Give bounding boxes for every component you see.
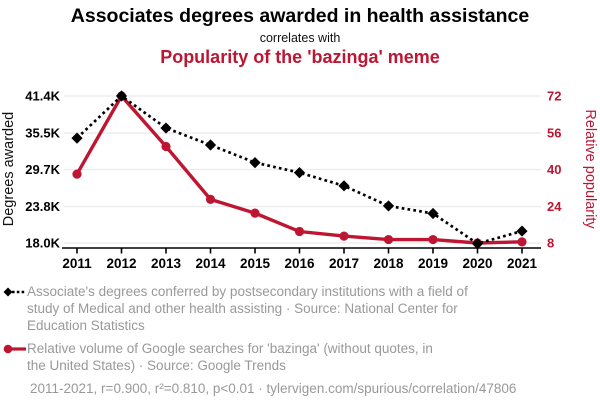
x-axis-tick-label: 2014 xyxy=(195,256,226,271)
right-axis-tick-label: 56 xyxy=(547,125,561,140)
x-axis-tick-label: 2017 xyxy=(329,256,359,271)
diamond-marker xyxy=(71,132,83,144)
chart-subtitle: Popularity of the 'bazinga' meme xyxy=(160,47,440,67)
x-axis-tick-label: 2013 xyxy=(151,256,182,271)
diamond-marker xyxy=(382,200,395,212)
chart-connector-text: correlates with xyxy=(259,31,341,45)
diamond-marker xyxy=(160,122,172,134)
circle-marker xyxy=(383,234,394,245)
diamond-marker xyxy=(249,156,261,169)
diamond-marker xyxy=(115,90,128,102)
legend-item-degrees: Associate's degrees conferred by postsec… xyxy=(3,283,578,334)
chart-legend: Associate's degrees conferred by postsec… xyxy=(3,283,578,396)
black-diamond-dashed-line-icon xyxy=(3,287,26,297)
x-axis-tick-label: 2011 xyxy=(62,256,92,271)
left-axis-tick-label: 41.4K xyxy=(25,89,60,104)
x-axis-tick-label: 2018 xyxy=(373,256,404,271)
right-axis-title: Relative popularity xyxy=(582,109,598,229)
left-axis-tick-label: 29.7K xyxy=(25,162,60,177)
diamond-marker xyxy=(471,238,484,250)
diamond-marker xyxy=(427,207,439,220)
circle-marker xyxy=(339,231,349,241)
series-line-diamond xyxy=(76,94,523,246)
x-axis-tick-label: 2012 xyxy=(106,256,136,271)
circle-marker xyxy=(205,194,216,204)
left-axis-tick-label: 35.5K xyxy=(25,126,60,141)
circle-marker xyxy=(72,169,82,179)
right-axis-tick-label: 72 xyxy=(547,89,561,104)
right-axis-tick-label: 24 xyxy=(547,199,562,214)
legend-label-bazinga: Relative volume of Google searches for '… xyxy=(27,341,433,373)
left-axis-title: Degrees awarded xyxy=(1,112,17,226)
diamond-marker xyxy=(204,139,217,151)
right-axis-tick-label: 8 xyxy=(547,236,554,251)
x-axis-tick-label: 2015 xyxy=(240,256,271,271)
x-axis-tick-label: 2019 xyxy=(418,256,448,271)
red-circle-solid-line-icon xyxy=(3,344,26,354)
legend-item-bazinga: Relative volume of Google searches for '… xyxy=(3,340,578,374)
circle-marker xyxy=(517,237,527,247)
circle-marker xyxy=(294,226,305,237)
circle-marker xyxy=(428,234,438,245)
x-axis-tick-label: 2020 xyxy=(462,256,492,271)
diamond-marker xyxy=(516,225,528,237)
diamond-marker xyxy=(338,180,350,192)
left-axis-tick-label: 18.0K xyxy=(25,236,60,251)
chart-canvas: 41.4K 35.5K 29.7K 23.8K 18.0K 72 56 40 24 8 2011 20… xyxy=(1,89,598,272)
x-axis-tick-label: 2016 xyxy=(284,256,315,271)
x-axis-tick-label: 2021 xyxy=(507,256,538,271)
left-axis-tick-label: 23.8K xyxy=(25,199,60,214)
diamond-marker xyxy=(293,167,306,179)
correlation-stats-text: 2011-2021, r=0.900, r²=0.810, p<0.01 · t… xyxy=(30,381,517,396)
circle-marker xyxy=(161,141,171,152)
chart-title: Associates degrees awarded in health ass… xyxy=(70,5,530,27)
circle-marker xyxy=(250,208,260,218)
right-axis-tick-label: 40 xyxy=(547,162,561,177)
legend-label-degrees: Associate's degrees conferred by postsec… xyxy=(27,284,468,333)
